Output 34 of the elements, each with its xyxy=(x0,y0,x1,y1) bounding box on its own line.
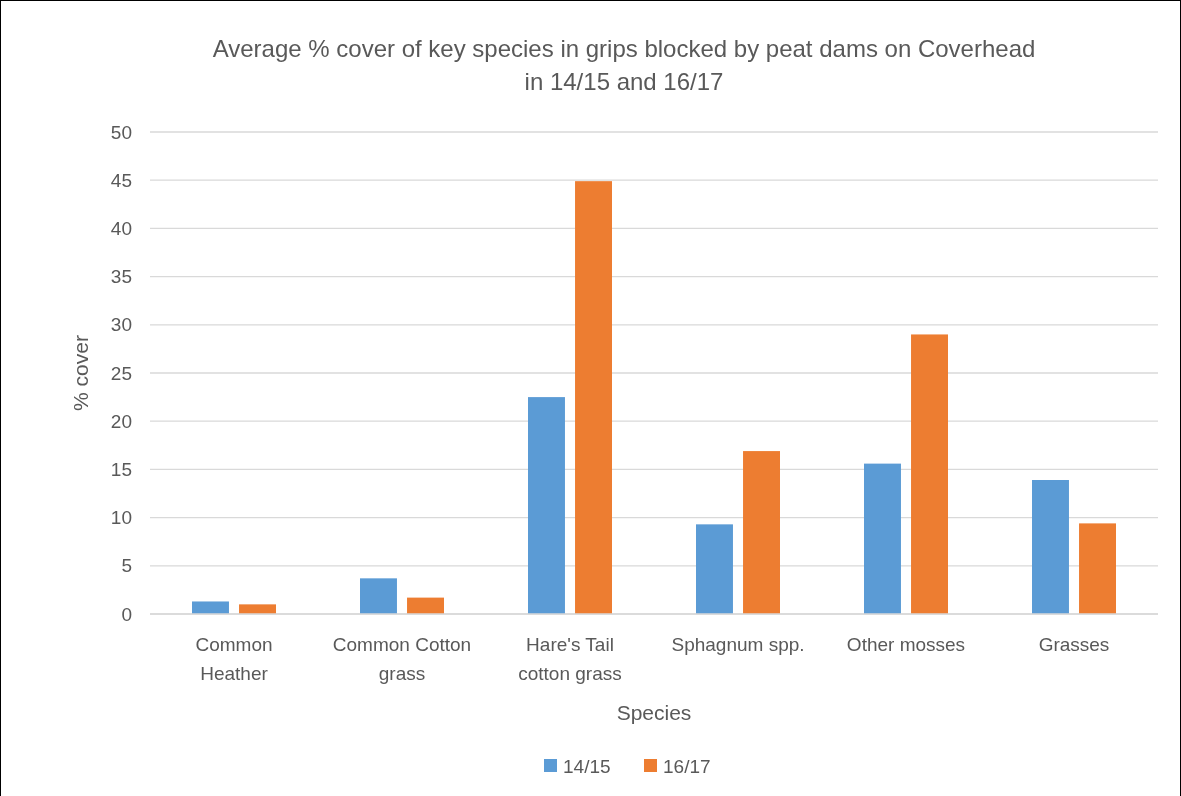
bar xyxy=(864,463,901,614)
chart-title: Average % cover of key species in grips blocked by peat dams on Coverhead in 14/15 and 16/17 xyxy=(212,35,1036,95)
bar xyxy=(192,601,229,614)
x-tick-label: Other mosses xyxy=(846,634,966,655)
y-tick-label: 0 xyxy=(121,603,132,625)
y-tick-label: 15 xyxy=(110,459,132,481)
x-tick-label: Hare's Tail cotton grass xyxy=(518,634,622,684)
x-tick-label: Grasses xyxy=(1038,634,1110,655)
bar xyxy=(911,334,948,614)
y-tick-label: 20 xyxy=(110,410,132,432)
bar xyxy=(696,524,733,614)
y-tick-label: 40 xyxy=(110,218,132,240)
y-tick-label: 45 xyxy=(110,169,132,191)
legend-label: 14/15 xyxy=(563,755,611,777)
bar xyxy=(528,397,565,614)
y-axis-title: % cover xyxy=(69,335,92,411)
y-tick-label: 10 xyxy=(110,507,132,529)
bar xyxy=(407,597,444,614)
y-tick-label: 35 xyxy=(110,266,132,288)
y-tick-label: 50 xyxy=(110,121,132,143)
y-tick-label: 5 xyxy=(121,555,132,577)
x-axis-title: Species xyxy=(616,701,692,724)
y-tick-label: 30 xyxy=(110,314,132,336)
bar xyxy=(743,451,780,614)
x-tick-label: Sphagnum spp. xyxy=(671,634,805,655)
y-tick-label: 25 xyxy=(110,362,132,384)
bar xyxy=(239,604,276,614)
x-tick-label: Common Heather xyxy=(195,634,273,684)
bar xyxy=(1032,480,1069,614)
x-tick-label: Common Cotton grass xyxy=(332,634,472,684)
legend-label: 16/17 xyxy=(663,755,711,777)
bar xyxy=(360,578,397,614)
bar xyxy=(575,181,612,614)
bar xyxy=(1079,523,1116,614)
